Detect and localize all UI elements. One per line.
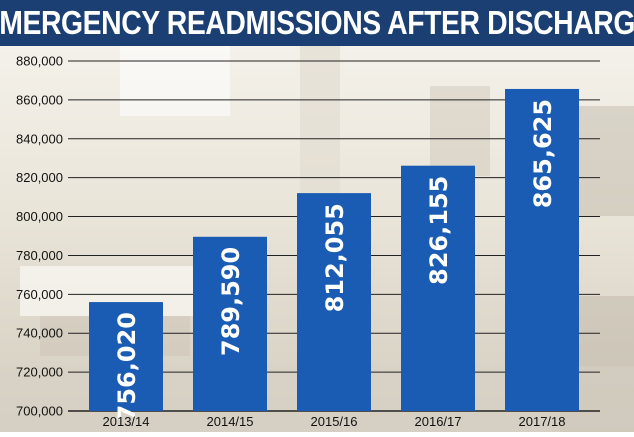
y-tick-label: 820,000 bbox=[16, 170, 63, 185]
data-label: 756,020 bbox=[113, 312, 141, 421]
y-tick-label: 880,000 bbox=[16, 54, 63, 69]
data-label: 812,055 bbox=[321, 203, 349, 312]
bars bbox=[89, 88, 579, 411]
bar bbox=[193, 236, 267, 411]
y-tick-label: 760,000 bbox=[16, 287, 63, 302]
bar bbox=[401, 165, 475, 411]
data-label: 826,155 bbox=[425, 176, 453, 285]
y-axis-tick-labels: 700,000 720,000 740,000 760,000 780,000 800,0… bbox=[16, 54, 63, 419]
y-tick-label: 740,000 bbox=[16, 326, 63, 341]
chart-title-banner: EMERGENCY READMISSIONS AFTER DISCHARGE bbox=[0, 0, 634, 46]
y-tick-label: 840,000 bbox=[16, 131, 63, 146]
x-tick-label: 2013/14 bbox=[103, 414, 150, 429]
x-tick-label: 2015/16 bbox=[311, 414, 358, 429]
chart-title: EMERGENCY READMISSIONS AFTER DISCHARGE bbox=[0, 4, 634, 41]
y-tick-label: 700,000 bbox=[16, 404, 63, 419]
data-label: 865,625 bbox=[529, 99, 557, 208]
x-tick-label: 2017/18 bbox=[519, 414, 566, 429]
data-labels: 756,020 789,590 812,055 826,155 865,625 bbox=[113, 99, 557, 421]
data-label: 789,590 bbox=[217, 247, 245, 356]
bar bbox=[505, 88, 579, 411]
bar bbox=[297, 193, 371, 411]
x-tick-label: 2014/15 bbox=[207, 414, 254, 429]
x-axis-tick-labels: 2013/14 2014/15 2015/16 2016/17 2017/18 bbox=[103, 414, 566, 429]
bar bbox=[89, 302, 163, 411]
y-tick-label: 860,000 bbox=[16, 92, 63, 107]
y-tick-label: 800,000 bbox=[16, 209, 63, 224]
y-tick-label: 780,000 bbox=[16, 248, 63, 263]
y-tick-label: 720,000 bbox=[16, 365, 63, 380]
x-tick-label: 2016/17 bbox=[415, 414, 462, 429]
